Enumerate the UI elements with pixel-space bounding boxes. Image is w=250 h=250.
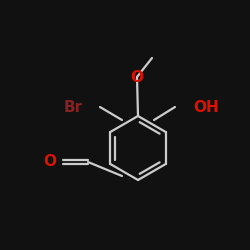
Text: O: O (130, 70, 143, 84)
Text: Br: Br (64, 100, 83, 114)
Text: O: O (44, 154, 57, 170)
Text: OH: OH (193, 100, 219, 114)
